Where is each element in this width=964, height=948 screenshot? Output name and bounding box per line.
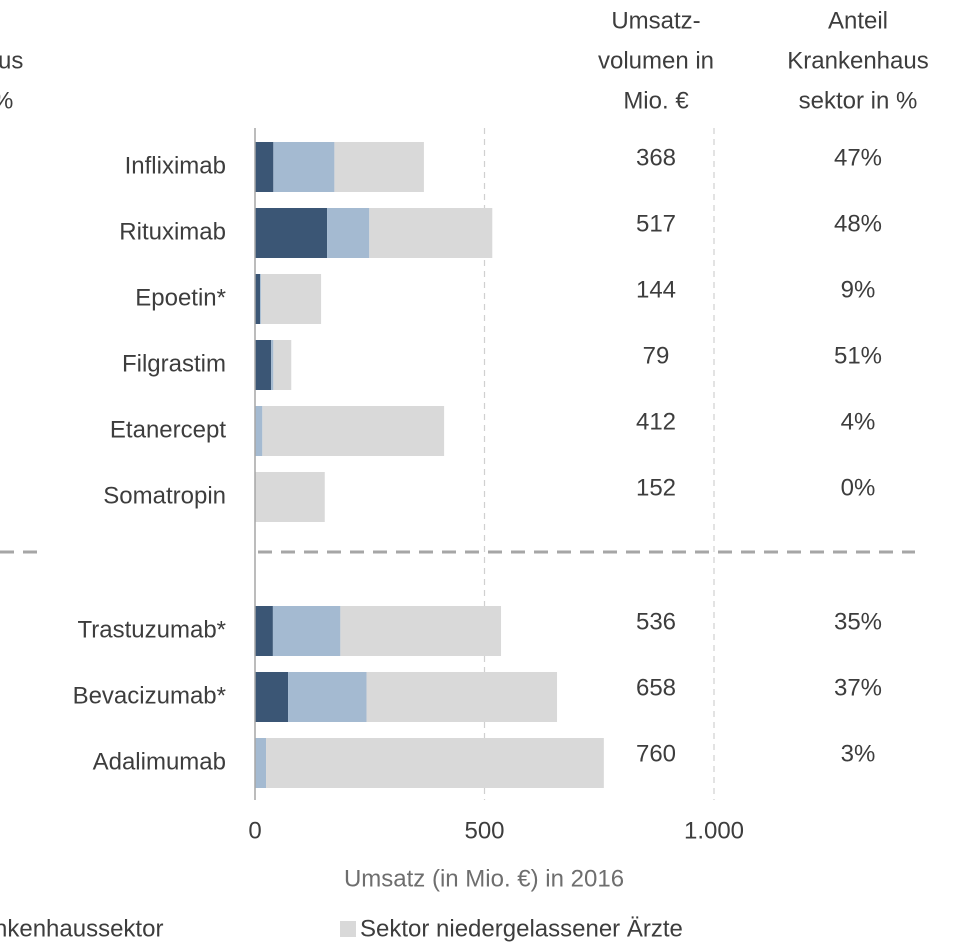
column-value: 144 xyxy=(636,276,676,303)
column-value: 368 xyxy=(636,144,676,171)
column-value: 51% xyxy=(834,342,882,369)
column-value: 517 xyxy=(636,210,676,237)
column-value: 79 xyxy=(643,342,670,369)
bar-segment xyxy=(255,472,325,522)
bar-segment xyxy=(262,406,445,456)
column-value: 37% xyxy=(834,674,882,701)
bar-segment xyxy=(340,606,502,656)
bar-segment xyxy=(288,672,367,722)
column-header: volumen in xyxy=(598,47,714,74)
bar-segment xyxy=(255,340,272,390)
bar-segment xyxy=(255,738,267,788)
category-label: Filgrastim xyxy=(122,350,226,377)
x-tick-label: 0 xyxy=(248,817,261,844)
legend-swatch xyxy=(340,921,356,937)
category-label: Etanercept xyxy=(110,416,226,443)
corner-text: us xyxy=(0,47,23,74)
bar-segment xyxy=(255,406,263,456)
legend-label: nkenhaussektor xyxy=(0,915,163,942)
category-label: Infliximab xyxy=(125,152,226,179)
bar-segment xyxy=(369,208,493,258)
column-value: 35% xyxy=(834,608,882,635)
column-value: 152 xyxy=(636,474,676,501)
category-label: Somatropin xyxy=(103,482,226,509)
bar-segment xyxy=(272,606,341,656)
column-value: 4% xyxy=(841,408,876,435)
column-header: Mio. € xyxy=(623,87,689,114)
bar-segment xyxy=(260,274,322,324)
bar-segment xyxy=(255,672,289,722)
bar-segment xyxy=(366,672,558,722)
column-value: 412 xyxy=(636,408,676,435)
column-value: 760 xyxy=(636,740,676,767)
column-value: 658 xyxy=(636,674,676,701)
category-label: Trastuzumab* xyxy=(78,616,227,643)
category-label: Adalimumab xyxy=(93,748,226,775)
column-header: Krankenhaus xyxy=(787,47,928,74)
bar-segment xyxy=(255,274,261,324)
category-label: Rituximab xyxy=(119,218,226,245)
bar-segment xyxy=(327,208,370,258)
bar-segment xyxy=(266,738,604,788)
x-axis-title: Umsatz (in Mio. €) in 2016 xyxy=(344,865,624,892)
column-value: 536 xyxy=(636,608,676,635)
column-value: 9% xyxy=(841,276,876,303)
bar-segment xyxy=(260,274,261,324)
column-value: 0% xyxy=(841,474,876,501)
bar-segment xyxy=(255,208,328,258)
corner-text: % xyxy=(0,87,13,114)
category-label: Bevacizumab* xyxy=(73,682,226,709)
category-label: Epoetin* xyxy=(135,284,226,311)
bar-segment xyxy=(255,606,273,656)
column-value: 48% xyxy=(834,210,882,237)
x-tick-label: 500 xyxy=(464,817,504,844)
bar-segment xyxy=(273,142,335,192)
bar-segment xyxy=(255,142,274,192)
bar-segment xyxy=(273,340,292,390)
legend-label: Sektor niedergelassener Ärzte xyxy=(360,915,683,942)
x-tick-label: 1.000 xyxy=(684,817,744,844)
column-value: 3% xyxy=(841,740,876,767)
column-header: Anteil xyxy=(828,7,888,34)
bar-segment xyxy=(334,142,424,192)
bar-segment xyxy=(271,340,274,390)
column-value: 47% xyxy=(834,144,882,171)
column-header: sektor in % xyxy=(799,87,918,114)
column-header: Umsatz- xyxy=(611,7,700,34)
